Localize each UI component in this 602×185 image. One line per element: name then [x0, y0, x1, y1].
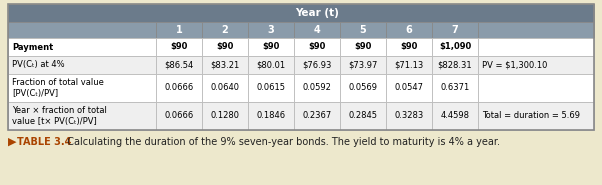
Bar [202, 102, 248, 130]
Text: $90: $90 [170, 43, 188, 51]
Bar [478, 22, 594, 38]
Bar [156, 102, 202, 130]
Text: PV = $1,300.10: PV = $1,300.10 [482, 60, 547, 70]
Bar [202, 22, 248, 38]
Text: 0.1280: 0.1280 [211, 112, 240, 120]
Text: 5: 5 [359, 25, 367, 35]
Bar [248, 56, 294, 74]
Bar [340, 74, 386, 102]
Text: 0.0547: 0.0547 [394, 83, 423, 92]
Text: $83.21: $83.21 [210, 60, 240, 70]
Bar [8, 4, 594, 130]
Bar [340, 56, 386, 74]
Bar [432, 22, 478, 38]
Text: Fraction of total value
[PV(Cₜ)/PV]: Fraction of total value [PV(Cₜ)/PV] [12, 78, 104, 98]
Text: 0.2845: 0.2845 [349, 112, 377, 120]
Text: Total = duration = 5.69: Total = duration = 5.69 [482, 112, 580, 120]
Bar [478, 74, 594, 102]
Text: 1: 1 [176, 25, 182, 35]
Bar [432, 102, 478, 130]
Bar [478, 38, 594, 56]
Text: $73.97: $73.97 [349, 60, 377, 70]
Bar [294, 56, 340, 74]
Text: 7: 7 [452, 25, 458, 35]
Bar [8, 4, 594, 22]
Bar [8, 102, 156, 130]
Text: $76.93: $76.93 [302, 60, 332, 70]
Text: 4.4598: 4.4598 [441, 112, 470, 120]
Text: Year (t): Year (t) [295, 8, 339, 18]
Bar [156, 22, 202, 38]
Bar [386, 102, 432, 130]
Bar [386, 22, 432, 38]
Bar [8, 74, 156, 102]
Text: 0.2367: 0.2367 [302, 112, 332, 120]
Text: 0.0666: 0.0666 [164, 112, 194, 120]
Bar [294, 22, 340, 38]
Text: $1,090: $1,090 [439, 43, 471, 51]
Bar [294, 38, 340, 56]
Bar [8, 38, 156, 56]
Text: 0.3283: 0.3283 [394, 112, 424, 120]
Text: $90: $90 [262, 43, 280, 51]
Text: ▶: ▶ [8, 137, 20, 147]
Bar [340, 22, 386, 38]
Bar [156, 38, 202, 56]
Bar [248, 22, 294, 38]
Bar [294, 102, 340, 130]
Text: Year × fraction of total
value [t× PV(Cₜ)/PV]: Year × fraction of total value [t× PV(Cₜ… [12, 106, 107, 126]
Text: $71.13: $71.13 [394, 60, 424, 70]
Bar [432, 74, 478, 102]
Text: $86.54: $86.54 [164, 60, 194, 70]
Text: $90: $90 [400, 43, 418, 51]
Text: 0.0615: 0.0615 [256, 83, 285, 92]
Text: 0.0569: 0.0569 [349, 83, 377, 92]
Text: $828.31: $828.31 [438, 60, 473, 70]
Bar [340, 38, 386, 56]
Text: Payment: Payment [12, 43, 53, 51]
Bar [340, 102, 386, 130]
Bar [478, 56, 594, 74]
Text: 0.0592: 0.0592 [303, 83, 332, 92]
Bar [386, 56, 432, 74]
Text: PV(Cₜ) at 4%: PV(Cₜ) at 4% [12, 60, 64, 70]
Bar [8, 56, 156, 74]
Bar [8, 22, 156, 38]
Bar [478, 102, 594, 130]
Text: TABLE 3.4: TABLE 3.4 [17, 137, 72, 147]
Text: 0.1846: 0.1846 [256, 112, 285, 120]
Text: 6: 6 [406, 25, 412, 35]
Text: $90: $90 [216, 43, 234, 51]
Bar [202, 74, 248, 102]
Bar [202, 38, 248, 56]
Bar [248, 74, 294, 102]
Text: Calculating the duration of the 9% seven-year bonds. The yield to maturity is 4%: Calculating the duration of the 9% seven… [61, 137, 500, 147]
Text: 0.0640: 0.0640 [211, 83, 240, 92]
Bar [248, 102, 294, 130]
Text: 2: 2 [222, 25, 228, 35]
Text: 4: 4 [314, 25, 320, 35]
Text: 0.6371: 0.6371 [441, 83, 470, 92]
Bar [386, 38, 432, 56]
Bar [248, 38, 294, 56]
Text: $80.01: $80.01 [256, 60, 285, 70]
Text: 0.0666: 0.0666 [164, 83, 194, 92]
Text: $90: $90 [355, 43, 371, 51]
Bar [202, 56, 248, 74]
Text: 3: 3 [268, 25, 275, 35]
Bar [386, 74, 432, 102]
Bar [432, 38, 478, 56]
Bar [156, 56, 202, 74]
Text: $90: $90 [308, 43, 326, 51]
Bar [432, 56, 478, 74]
Bar [294, 74, 340, 102]
Bar [156, 74, 202, 102]
